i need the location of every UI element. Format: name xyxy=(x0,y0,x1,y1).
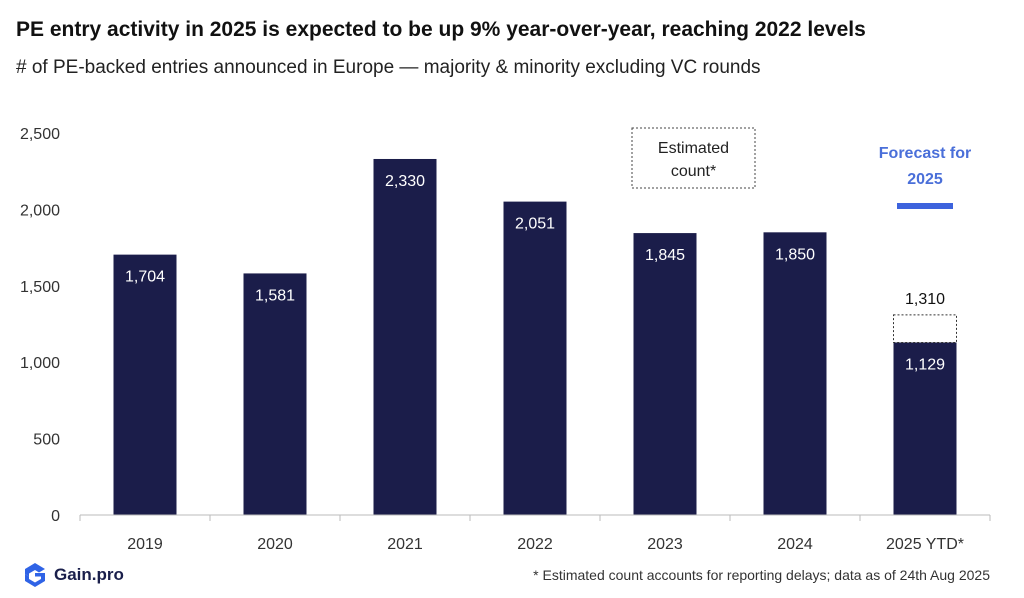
bar xyxy=(893,342,957,515)
x-tick-label: 2021 xyxy=(387,536,423,553)
x-tick-label: 2022 xyxy=(517,536,553,553)
brand-logo: Gain.pro xyxy=(22,562,124,588)
estimated-count-legend-box xyxy=(631,127,756,189)
bar-value-label: 1,704 xyxy=(125,269,165,286)
bars: 1,704 1,581 2,330 2,051 1,845 1,850 1,129 xyxy=(113,158,957,516)
y-tick-label: 500 xyxy=(33,432,60,449)
bar-value-label: 2,051 xyxy=(515,216,555,233)
x-tick-label: 2020 xyxy=(257,536,293,553)
x-tick-label: 2019 xyxy=(127,536,163,553)
bar-value-label: 1,581 xyxy=(255,287,295,304)
bar xyxy=(243,273,307,515)
y-tick-label: 2,000 xyxy=(20,202,60,219)
x-tick-label: 2023 xyxy=(647,536,683,553)
bar xyxy=(503,201,567,516)
estimate-segment xyxy=(893,314,957,343)
forecast-label: 2025 xyxy=(907,171,943,188)
y-axis-ticks: 0 500 1,000 1,500 2,000 2,500 xyxy=(20,126,60,525)
bar-value-label: 1,129 xyxy=(905,356,945,373)
y-tick-label: 0 xyxy=(51,508,60,525)
brand-name: Gain.pro xyxy=(54,565,124,584)
bar xyxy=(113,254,177,516)
gain-pro-logo-icon xyxy=(25,563,45,587)
estimate-value-label: 1,310 xyxy=(905,291,945,308)
chart-title: PE entry activity in 2025 is expected to… xyxy=(16,18,866,41)
y-tick-label: 2,500 xyxy=(20,126,60,143)
x-tick-label: 2024 xyxy=(777,536,813,553)
bar xyxy=(373,158,437,515)
chart-subtitle: # of PE-backed entries announced in Euro… xyxy=(16,57,761,78)
x-tick-label: 2025 YTD* xyxy=(886,536,964,553)
footnote: * Estimated count accounts for reporting… xyxy=(533,567,990,583)
estimated-count-legend-text: Estimated xyxy=(658,140,729,157)
y-tick-label: 1,000 xyxy=(20,355,60,372)
forecast-marker xyxy=(897,203,953,209)
annotations: 1,310 Estimated count* Forecast for 2025 xyxy=(631,127,971,343)
bar-value-label: 1,845 xyxy=(645,247,685,264)
forecast-label: Forecast for xyxy=(879,145,971,162)
x-axis: 2019 2020 2021 2022 2023 2024 2025 YTD* xyxy=(79,514,991,553)
bar xyxy=(633,233,697,516)
estimated-count-legend-text: count* xyxy=(671,163,716,180)
bar xyxy=(763,232,827,515)
y-tick-label: 1,500 xyxy=(20,279,60,296)
bar-value-label: 2,330 xyxy=(385,173,425,190)
bar-value-label: 1,850 xyxy=(775,246,815,263)
